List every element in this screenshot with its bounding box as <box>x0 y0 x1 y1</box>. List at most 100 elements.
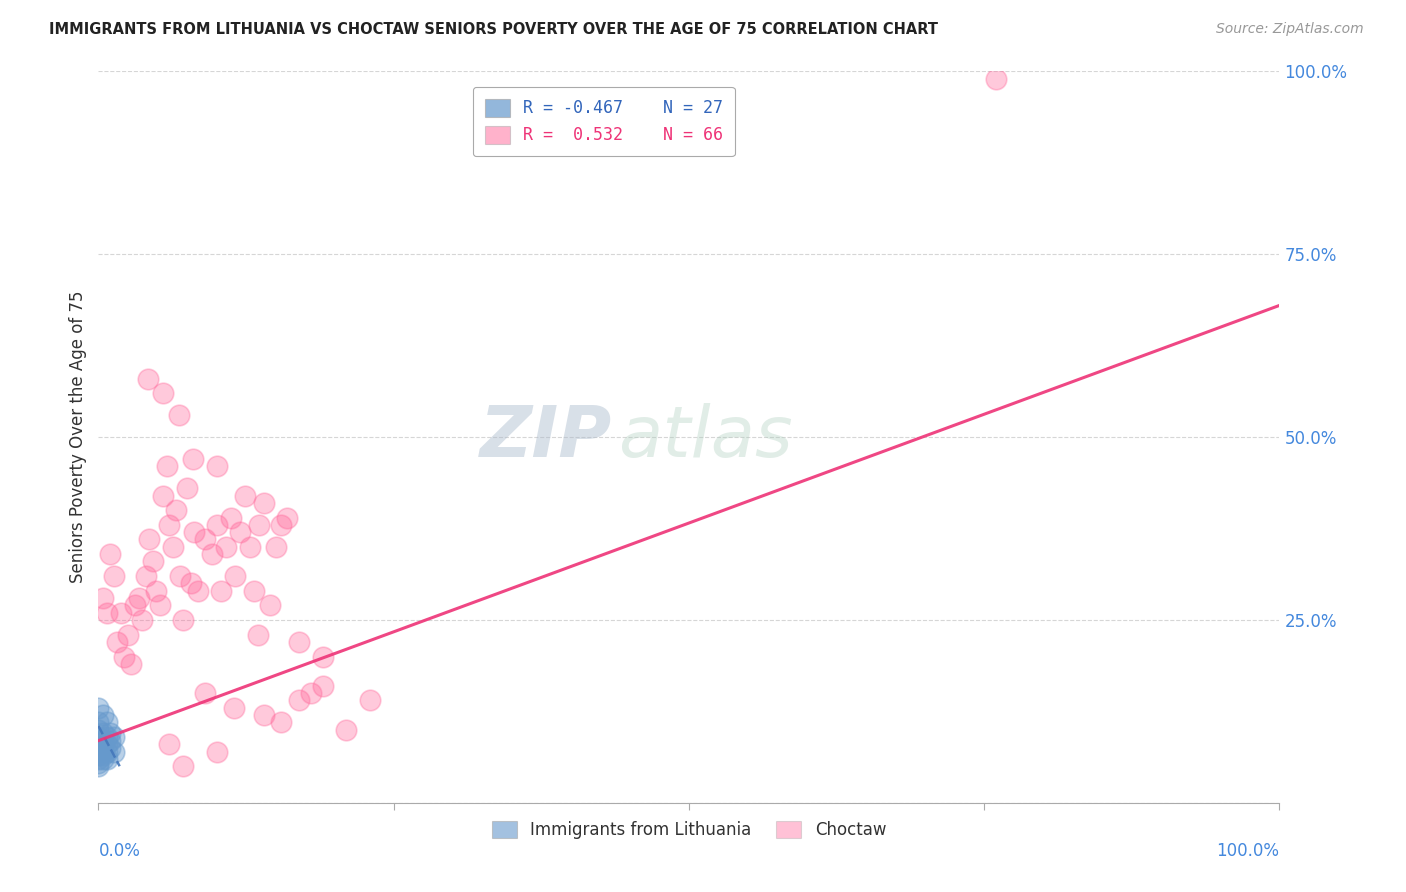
Point <box>103 745 125 759</box>
Point <box>205 517 228 532</box>
Point <box>105 635 128 649</box>
Point <box>87 723 110 737</box>
Legend: Immigrants from Lithuania, Choctaw: Immigrants from Lithuania, Choctaw <box>485 814 893 846</box>
Point <box>219 510 242 524</box>
Point <box>233 489 256 503</box>
Point <box>276 510 298 524</box>
Text: atlas: atlas <box>619 402 793 472</box>
Point <box>243 583 266 598</box>
Point <box>96 730 118 744</box>
Point <box>205 745 228 759</box>
Point <box>288 635 311 649</box>
Text: Source: ZipAtlas.com: Source: ZipAtlas.com <box>1216 22 1364 37</box>
Point <box>142 554 165 568</box>
Text: 0.0%: 0.0% <box>98 842 141 860</box>
Point <box>335 723 357 737</box>
Point <box>162 540 184 554</box>
Point <box>172 613 194 627</box>
Point <box>270 517 292 532</box>
Point <box>91 726 114 740</box>
Point <box>117 627 139 641</box>
Point <box>288 693 311 707</box>
Point <box>253 496 276 510</box>
Point <box>180 576 202 591</box>
Point <box>205 459 228 474</box>
Point <box>131 613 153 627</box>
Point <box>138 533 160 547</box>
Point <box>124 599 146 613</box>
Point <box>165 503 187 517</box>
Point <box>91 740 114 755</box>
Point <box>201 547 224 561</box>
Point <box>87 737 110 751</box>
Point <box>135 569 157 583</box>
Point <box>157 737 180 751</box>
Text: ZIP: ZIP <box>479 402 612 472</box>
Point <box>181 452 204 467</box>
Point <box>229 525 252 540</box>
Point <box>183 525 205 540</box>
Text: IMMIGRANTS FROM LITHUANIA VS CHOCTAW SENIORS POVERTY OVER THE AGE OF 75 CORRELAT: IMMIGRANTS FROM LITHUANIA VS CHOCTAW SEN… <box>49 22 938 37</box>
Point <box>209 583 232 598</box>
Point <box>187 583 209 598</box>
Point <box>128 591 150 605</box>
Point <box>194 686 217 700</box>
Point <box>247 517 270 532</box>
Point <box>312 649 335 664</box>
Point <box>87 715 110 730</box>
Point <box>91 745 114 759</box>
Point <box>98 726 121 740</box>
Text: 100.0%: 100.0% <box>1216 842 1279 860</box>
Point <box>176 481 198 495</box>
Point <box>91 591 114 605</box>
Point <box>112 649 135 664</box>
Point <box>984 71 1007 86</box>
Point <box>98 733 121 747</box>
Point <box>312 679 335 693</box>
Point <box>246 627 269 641</box>
Point <box>87 700 110 714</box>
Point <box>96 745 118 759</box>
Point <box>152 489 174 503</box>
Point <box>87 759 110 773</box>
Point <box>96 752 118 766</box>
Point <box>87 748 110 763</box>
Point <box>103 569 125 583</box>
Point <box>152 386 174 401</box>
Point <box>110 606 132 620</box>
Point <box>136 371 159 385</box>
Point <box>91 708 114 723</box>
Point <box>264 540 287 554</box>
Point <box>96 606 118 620</box>
Point <box>98 740 121 755</box>
Point <box>149 599 172 613</box>
Point <box>259 599 281 613</box>
Point <box>87 756 110 770</box>
Point <box>91 752 114 766</box>
Point <box>299 686 322 700</box>
Point <box>96 715 118 730</box>
Point <box>359 693 381 707</box>
Point <box>87 745 110 759</box>
Point <box>253 708 276 723</box>
Point <box>87 752 110 766</box>
Point <box>169 569 191 583</box>
Point <box>157 517 180 532</box>
Point <box>87 730 110 744</box>
Point <box>121 657 143 671</box>
Point <box>224 700 246 714</box>
Y-axis label: Seniors Poverty Over the Age of 75: Seniors Poverty Over the Age of 75 <box>69 291 87 583</box>
Point <box>91 733 114 747</box>
Point <box>172 759 194 773</box>
Point <box>98 547 121 561</box>
Point <box>156 459 179 474</box>
Point <box>91 748 114 763</box>
Point <box>145 583 167 598</box>
Point <box>239 540 262 554</box>
Point <box>270 715 292 730</box>
Point <box>103 730 125 744</box>
Point <box>194 533 217 547</box>
Point <box>224 569 246 583</box>
Point <box>167 408 190 422</box>
Point <box>96 737 118 751</box>
